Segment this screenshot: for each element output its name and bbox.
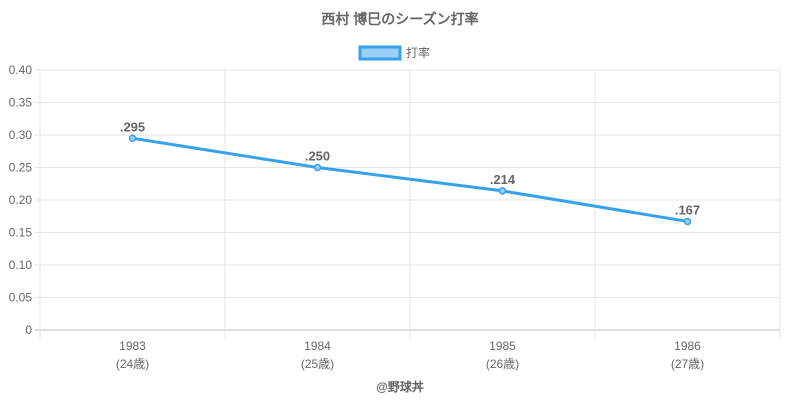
x-tick-sublabel: (24歳) — [116, 357, 149, 371]
data-point[interactable] — [683, 217, 692, 226]
x-tick-label: 1984 — [304, 339, 331, 353]
data-label: .250 — [305, 149, 330, 164]
data-point[interactable] — [128, 134, 137, 142]
data-label: .295 — [120, 119, 145, 134]
footer-credit: @野球丼 — [376, 379, 424, 394]
data-label: .167 — [675, 202, 700, 217]
y-tick-label: 0.05 — [9, 291, 33, 305]
data-point[interactable] — [313, 163, 322, 172]
y-tick-label: 0.40 — [9, 63, 33, 77]
y-tick-label: 0.35 — [9, 96, 33, 110]
x-tick-label: 1983 — [119, 339, 146, 353]
y-tick-label: 0.10 — [9, 258, 33, 272]
data-point[interactable] — [498, 187, 507, 195]
series-line — [132, 136, 688, 223]
y-tick-label: 0.25 — [9, 161, 33, 175]
y-tick-label: 0.15 — [9, 226, 33, 240]
x-tick-label: 1986 — [674, 339, 701, 353]
x-tick-sublabel: (25歳) — [301, 357, 334, 371]
chart-title: 西村 博巳のシーズン打率 — [321, 11, 478, 27]
y-tick-label: 0.30 — [9, 128, 33, 142]
legend-swatch[interactable] — [358, 45, 402, 61]
legend-label[interactable]: 打率 — [406, 45, 430, 60]
x-tick-sublabel: (27歳) — [671, 357, 704, 371]
y-tick-label: 0 — [25, 323, 32, 337]
y-tick-label: 0.20 — [9, 193, 33, 207]
x-tick-label: 1985 — [489, 339, 516, 353]
x-tick-sublabel: (26歳) — [486, 357, 519, 371]
data-label: .214 — [490, 172, 516, 187]
